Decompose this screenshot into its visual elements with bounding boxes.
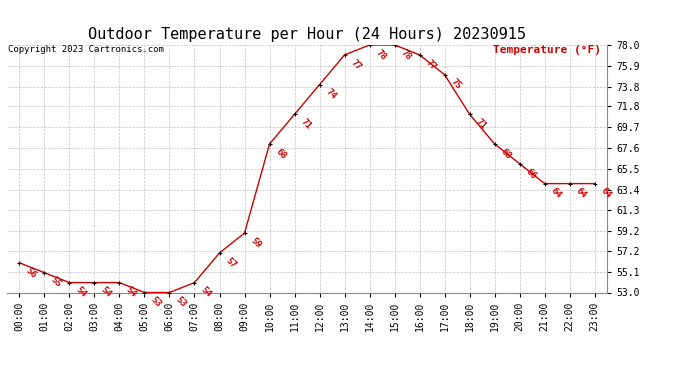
Text: 75: 75 [448, 78, 463, 92]
Text: 64: 64 [574, 186, 588, 200]
Text: 54: 54 [74, 285, 88, 299]
Point [64, 280, 75, 286]
Text: 77: 77 [424, 58, 437, 72]
Point [464, 111, 475, 117]
Text: 78: 78 [399, 48, 413, 62]
Point [89, 280, 100, 286]
Point [489, 141, 500, 147]
Point [339, 52, 350, 58]
Point [364, 42, 375, 48]
Text: 57: 57 [224, 256, 237, 270]
Point [389, 42, 400, 48]
Text: 77: 77 [348, 58, 363, 72]
Point [589, 181, 600, 187]
Text: 59: 59 [248, 236, 263, 250]
Text: 71: 71 [474, 117, 488, 131]
Text: 55: 55 [48, 276, 63, 290]
Text: 56: 56 [23, 266, 37, 279]
Text: 68: 68 [499, 147, 513, 161]
Point [114, 280, 125, 286]
Point [439, 72, 450, 78]
Point [239, 230, 250, 236]
Text: 64: 64 [599, 186, 613, 200]
Point [14, 260, 25, 266]
Text: 53: 53 [174, 295, 188, 309]
Point [264, 141, 275, 147]
Text: 71: 71 [299, 117, 313, 131]
Point [189, 280, 200, 286]
Point [214, 250, 225, 256]
Point [39, 270, 50, 276]
Point [414, 52, 425, 58]
Text: 68: 68 [274, 147, 288, 161]
Point [564, 181, 575, 187]
Point [164, 290, 175, 296]
Text: 74: 74 [324, 87, 337, 101]
Text: 54: 54 [99, 285, 112, 299]
Text: Temperature (°F): Temperature (°F) [493, 45, 601, 55]
Text: 64: 64 [549, 186, 563, 200]
Text: Copyright 2023 Cartronics.com: Copyright 2023 Cartronics.com [8, 45, 164, 54]
Title: Outdoor Temperature per Hour (24 Hours) 20230915: Outdoor Temperature per Hour (24 Hours) … [88, 27, 526, 42]
Text: 66: 66 [524, 166, 538, 180]
Point [289, 111, 300, 117]
Point [539, 181, 550, 187]
Point [139, 290, 150, 296]
Point [514, 161, 525, 167]
Point [314, 82, 325, 88]
Text: 54: 54 [124, 285, 137, 299]
Text: 53: 53 [148, 295, 163, 309]
Text: 78: 78 [374, 48, 388, 62]
Text: 54: 54 [199, 285, 213, 299]
